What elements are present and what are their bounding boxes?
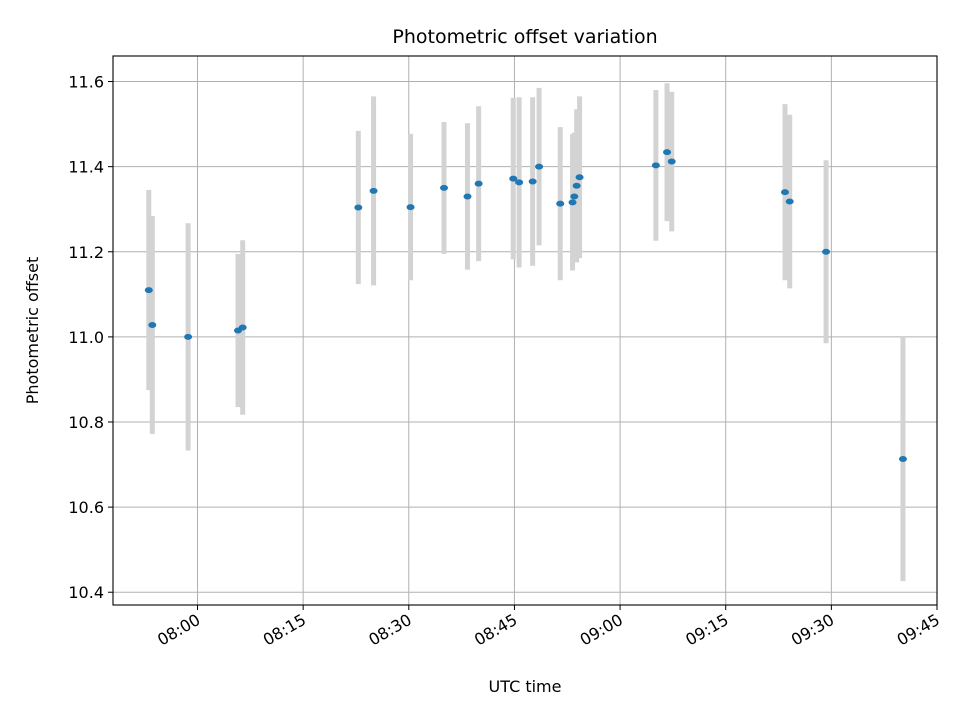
data-point <box>354 204 363 211</box>
data-point <box>406 204 415 211</box>
data-point <box>822 248 831 255</box>
data-point <box>474 180 483 187</box>
y-tick-label: 10.6 <box>68 498 104 517</box>
data-point <box>572 182 581 189</box>
x-axis-label: UTC time <box>489 677 562 696</box>
data-point <box>780 189 789 196</box>
data-point <box>556 200 565 207</box>
data-point <box>898 456 907 463</box>
y-tick-label: 11.2 <box>68 243 104 262</box>
y-axis-label: Photometric offset <box>23 257 42 405</box>
y-tick-label: 10.8 <box>68 413 104 432</box>
data-point <box>535 163 544 170</box>
data-point <box>570 193 579 200</box>
data-point <box>663 149 672 156</box>
data-point <box>144 287 153 294</box>
data-point <box>575 174 584 181</box>
data-point <box>463 193 472 200</box>
y-tick-label: 11.4 <box>68 158 104 177</box>
data-points <box>144 149 907 463</box>
data-point <box>515 179 524 186</box>
y-tick-label: 11.6 <box>68 73 104 92</box>
y-tick-label: 10.4 <box>68 583 104 602</box>
chart-title: Photometric offset variation <box>392 26 657 48</box>
data-point <box>238 324 247 331</box>
data-point <box>369 187 378 194</box>
y-tick-label: 11.0 <box>68 328 104 347</box>
data-point <box>184 333 193 340</box>
data-point <box>440 184 449 191</box>
data-point <box>651 162 660 169</box>
data-point <box>509 175 518 182</box>
data-point <box>568 199 577 206</box>
data-point <box>785 198 794 205</box>
data-point <box>667 158 676 165</box>
data-point <box>148 321 157 328</box>
data-point <box>528 178 537 185</box>
plot-frame <box>112 55 938 606</box>
